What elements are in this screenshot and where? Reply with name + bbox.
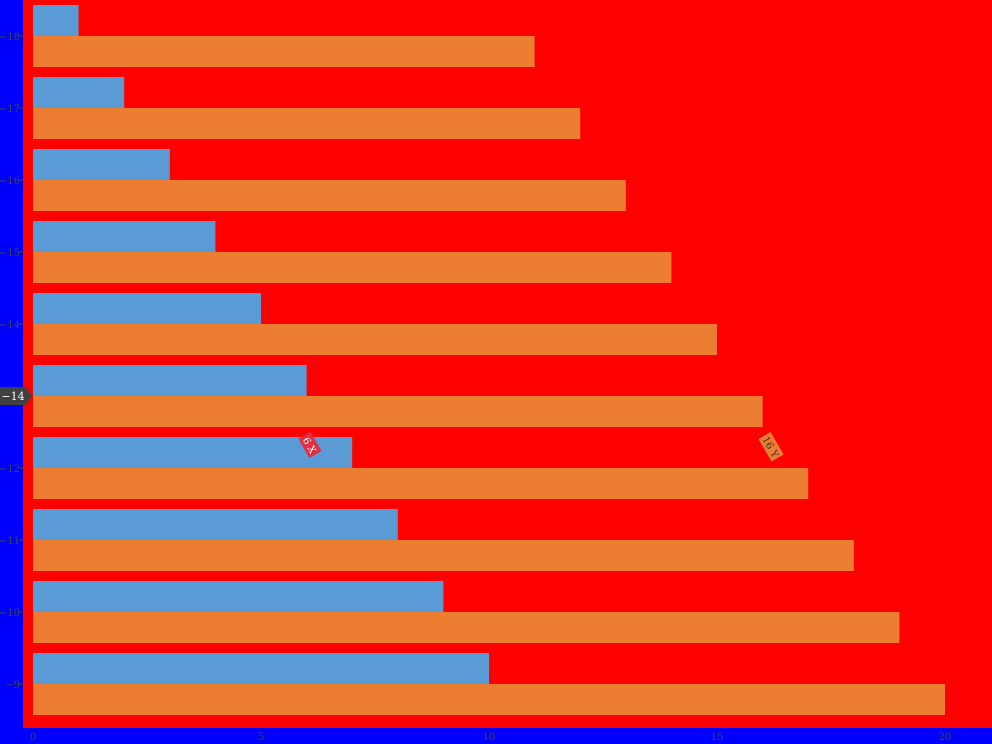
- bar-y--11: [33, 540, 854, 571]
- y-tick-label: −18: [0, 32, 20, 43]
- bars-group: [33, 5, 945, 715]
- bar-x--15: [33, 221, 216, 252]
- x-tick-label: 10: [483, 732, 496, 743]
- x-axis: 0 5 10 15 20: [30, 732, 952, 743]
- bar-x--13: [33, 365, 307, 396]
- x-tick-label: 15: [711, 732, 724, 743]
- y-tick-label: −16: [0, 176, 20, 187]
- y-tick-label: −14: [0, 320, 20, 331]
- bar-y--18: [33, 36, 535, 67]
- bar-x--14: [33, 293, 261, 324]
- y-tick-label: −10: [0, 608, 20, 619]
- bar-x--12: [33, 437, 353, 468]
- bar-y--16: [33, 180, 626, 211]
- bar-x--11: [33, 509, 398, 540]
- bar-y--9: [33, 684, 945, 715]
- y-tick-label: −15: [0, 248, 20, 259]
- x-tick-label: 0: [30, 732, 36, 743]
- bar-y--15: [33, 252, 672, 283]
- hover-axis-label-text: −14: [1, 390, 24, 403]
- y-tick-label: −9: [5, 680, 20, 691]
- y-tick-label: −12: [0, 464, 20, 475]
- bar-y--10: [33, 612, 900, 643]
- y-tick-label: −11: [0, 536, 20, 547]
- bar-x--17: [33, 77, 125, 108]
- x-tick-label: 5: [258, 732, 264, 743]
- y-axis: −18−17−16−15−14−13−12−11−10−9: [0, 32, 23, 691]
- bar-y--17: [33, 108, 581, 139]
- bar-y--13: [33, 396, 763, 427]
- bar-y--14: [33, 324, 717, 355]
- bar-x--18: [33, 5, 79, 36]
- hover-axis-label: −14: [0, 387, 32, 405]
- bar-x--9: [33, 653, 489, 684]
- x-tick-label: 20: [939, 732, 952, 743]
- bar-x--10: [33, 581, 444, 612]
- bar-y--12: [33, 468, 809, 499]
- y-tick-label: −17: [0, 104, 20, 115]
- bar-x--16: [33, 149, 170, 180]
